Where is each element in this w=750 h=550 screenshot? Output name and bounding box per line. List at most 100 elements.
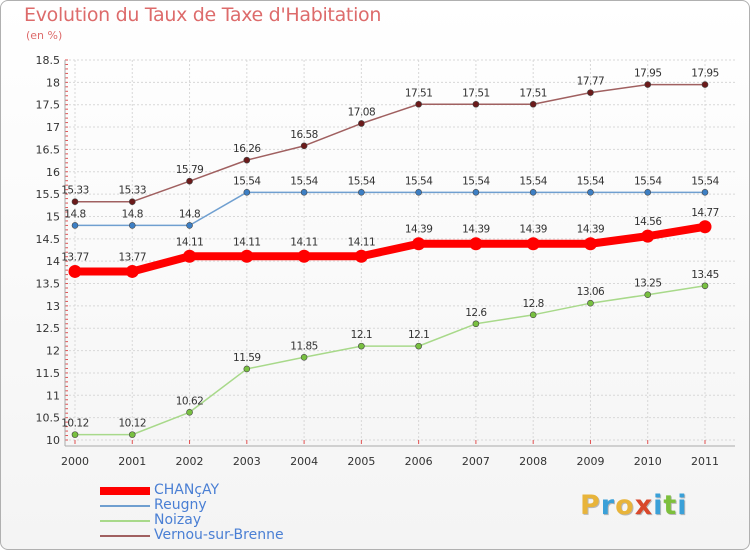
data-label: 15.54	[405, 175, 433, 187]
data-point	[412, 237, 426, 251]
data-point	[186, 408, 193, 416]
data-point	[415, 189, 422, 196]
logo-letter: P	[580, 490, 601, 521]
data-label: 14.11	[348, 236, 376, 248]
chart-subtitle: (en %)	[26, 29, 63, 42]
x-tick-label: 2011	[691, 455, 719, 468]
data-point	[587, 299, 594, 307]
data-point	[71, 431, 79, 438]
x-tick-label: 2005	[347, 455, 375, 468]
data-label: 17.51	[405, 87, 433, 99]
legend-entry: Reugny	[100, 498, 284, 513]
data-label: 17.08	[348, 106, 376, 118]
data-label: 15.54	[348, 175, 376, 187]
x-tick-label: 2007	[462, 455, 490, 468]
logo-letter: x	[634, 490, 654, 521]
data-label: 14.11	[290, 236, 318, 248]
data-label: 13.25	[634, 278, 662, 290]
data-label: 14.11	[176, 236, 204, 248]
data-label: 16.26	[233, 143, 261, 155]
legend-entry: Vernou-sur-Brenne	[100, 528, 284, 543]
data-point	[587, 89, 594, 96]
data-point	[68, 264, 82, 278]
y-tick-label: 14.5	[36, 233, 61, 246]
series-layer	[68, 81, 712, 438]
data-point	[529, 100, 537, 108]
legend-swatch	[100, 519, 150, 522]
logo-letter: i	[653, 490, 664, 521]
series-line	[71, 222, 709, 276]
chart-title: Evolution du Taux de Taxe d'Habitation	[24, 4, 382, 26]
data-point	[128, 431, 136, 438]
y-tick-label: 18	[46, 76, 60, 89]
x-tick-label: 2008	[519, 455, 547, 468]
data-label: 12.1	[408, 329, 429, 341]
data-point	[297, 249, 311, 263]
data-point	[701, 81, 709, 88]
proxiti-logo: Proxiti	[580, 490, 688, 521]
data-point	[243, 189, 251, 196]
y-tick-label: 10.5	[36, 412, 61, 425]
data-label: 14.39	[519, 224, 547, 236]
x-tick-label: 2006	[405, 455, 433, 468]
data-point	[529, 189, 537, 196]
series-line	[74, 285, 706, 436]
data-point	[583, 237, 597, 251]
data-label: 14.39	[405, 224, 433, 236]
data-point	[415, 100, 422, 108]
data-point	[472, 320, 480, 328]
data-label: 14.39	[577, 224, 605, 236]
data-point	[186, 222, 193, 229]
logo-letter: i	[677, 490, 688, 521]
data-point	[300, 189, 308, 196]
legend-entry: CHANçAY	[100, 483, 284, 498]
data-label: 15.54	[290, 175, 318, 187]
data-label: 14.8	[64, 208, 85, 220]
data-label: 17.51	[519, 87, 547, 99]
data-point	[240, 249, 254, 263]
legend-label: Reugny	[154, 497, 207, 513]
y-tick-label: 12.5	[36, 322, 61, 335]
data-label: 14.56	[634, 216, 662, 228]
y-tick-label: 16.5	[36, 143, 61, 156]
y-tick-label: 16	[46, 166, 60, 179]
y-tick-label: 13.5	[36, 278, 61, 291]
data-point	[243, 156, 251, 164]
y-tick-label: 13	[46, 300, 60, 313]
data-label: 12.1	[351, 329, 372, 341]
x-tick-label: 2003	[233, 455, 261, 468]
data-point	[183, 249, 197, 263]
data-point	[300, 142, 308, 150]
logo-letter: o	[615, 490, 635, 521]
y-tick-label: 18.5	[36, 54, 61, 67]
legend-label: CHANçAY	[154, 482, 220, 498]
data-point	[415, 342, 422, 350]
data-point	[358, 342, 365, 350]
data-point	[526, 237, 540, 251]
logo-letter: r	[600, 490, 616, 521]
data-label: 14.8	[179, 208, 200, 220]
y-tick-label: 10	[46, 434, 60, 447]
y-tick-label: 11	[46, 389, 60, 402]
data-point	[243, 365, 251, 373]
legend-label: Noizay	[154, 512, 202, 528]
logo-letter: t	[663, 490, 678, 521]
legend-entry: Noizay	[100, 513, 284, 528]
label-layer: 14.8 14.8 14.8 15.54 15.54 15.54 15.54 15.54 15.…	[61, 68, 720, 430]
data-label: 17.95	[634, 68, 662, 80]
data-label: 15.54	[691, 175, 719, 187]
data-point	[186, 177, 193, 185]
data-label: 12.6	[465, 307, 487, 319]
x-tick-label: 2010	[634, 455, 662, 468]
data-label: 15.54	[577, 175, 605, 187]
data-point	[587, 189, 594, 196]
data-label: 15.54	[462, 175, 490, 187]
data-label: 14.11	[233, 236, 261, 248]
x-tick-label: 2000	[61, 455, 89, 468]
series-line	[74, 191, 706, 227]
x-tick-label: 2001	[118, 455, 146, 468]
legend-swatch	[100, 504, 150, 507]
legend: CHANçAY Reugny Noizay Vernou-sur-Brenne	[100, 483, 284, 543]
x-tick-label: 2009	[576, 455, 604, 468]
data-label: 14.39	[462, 224, 490, 236]
